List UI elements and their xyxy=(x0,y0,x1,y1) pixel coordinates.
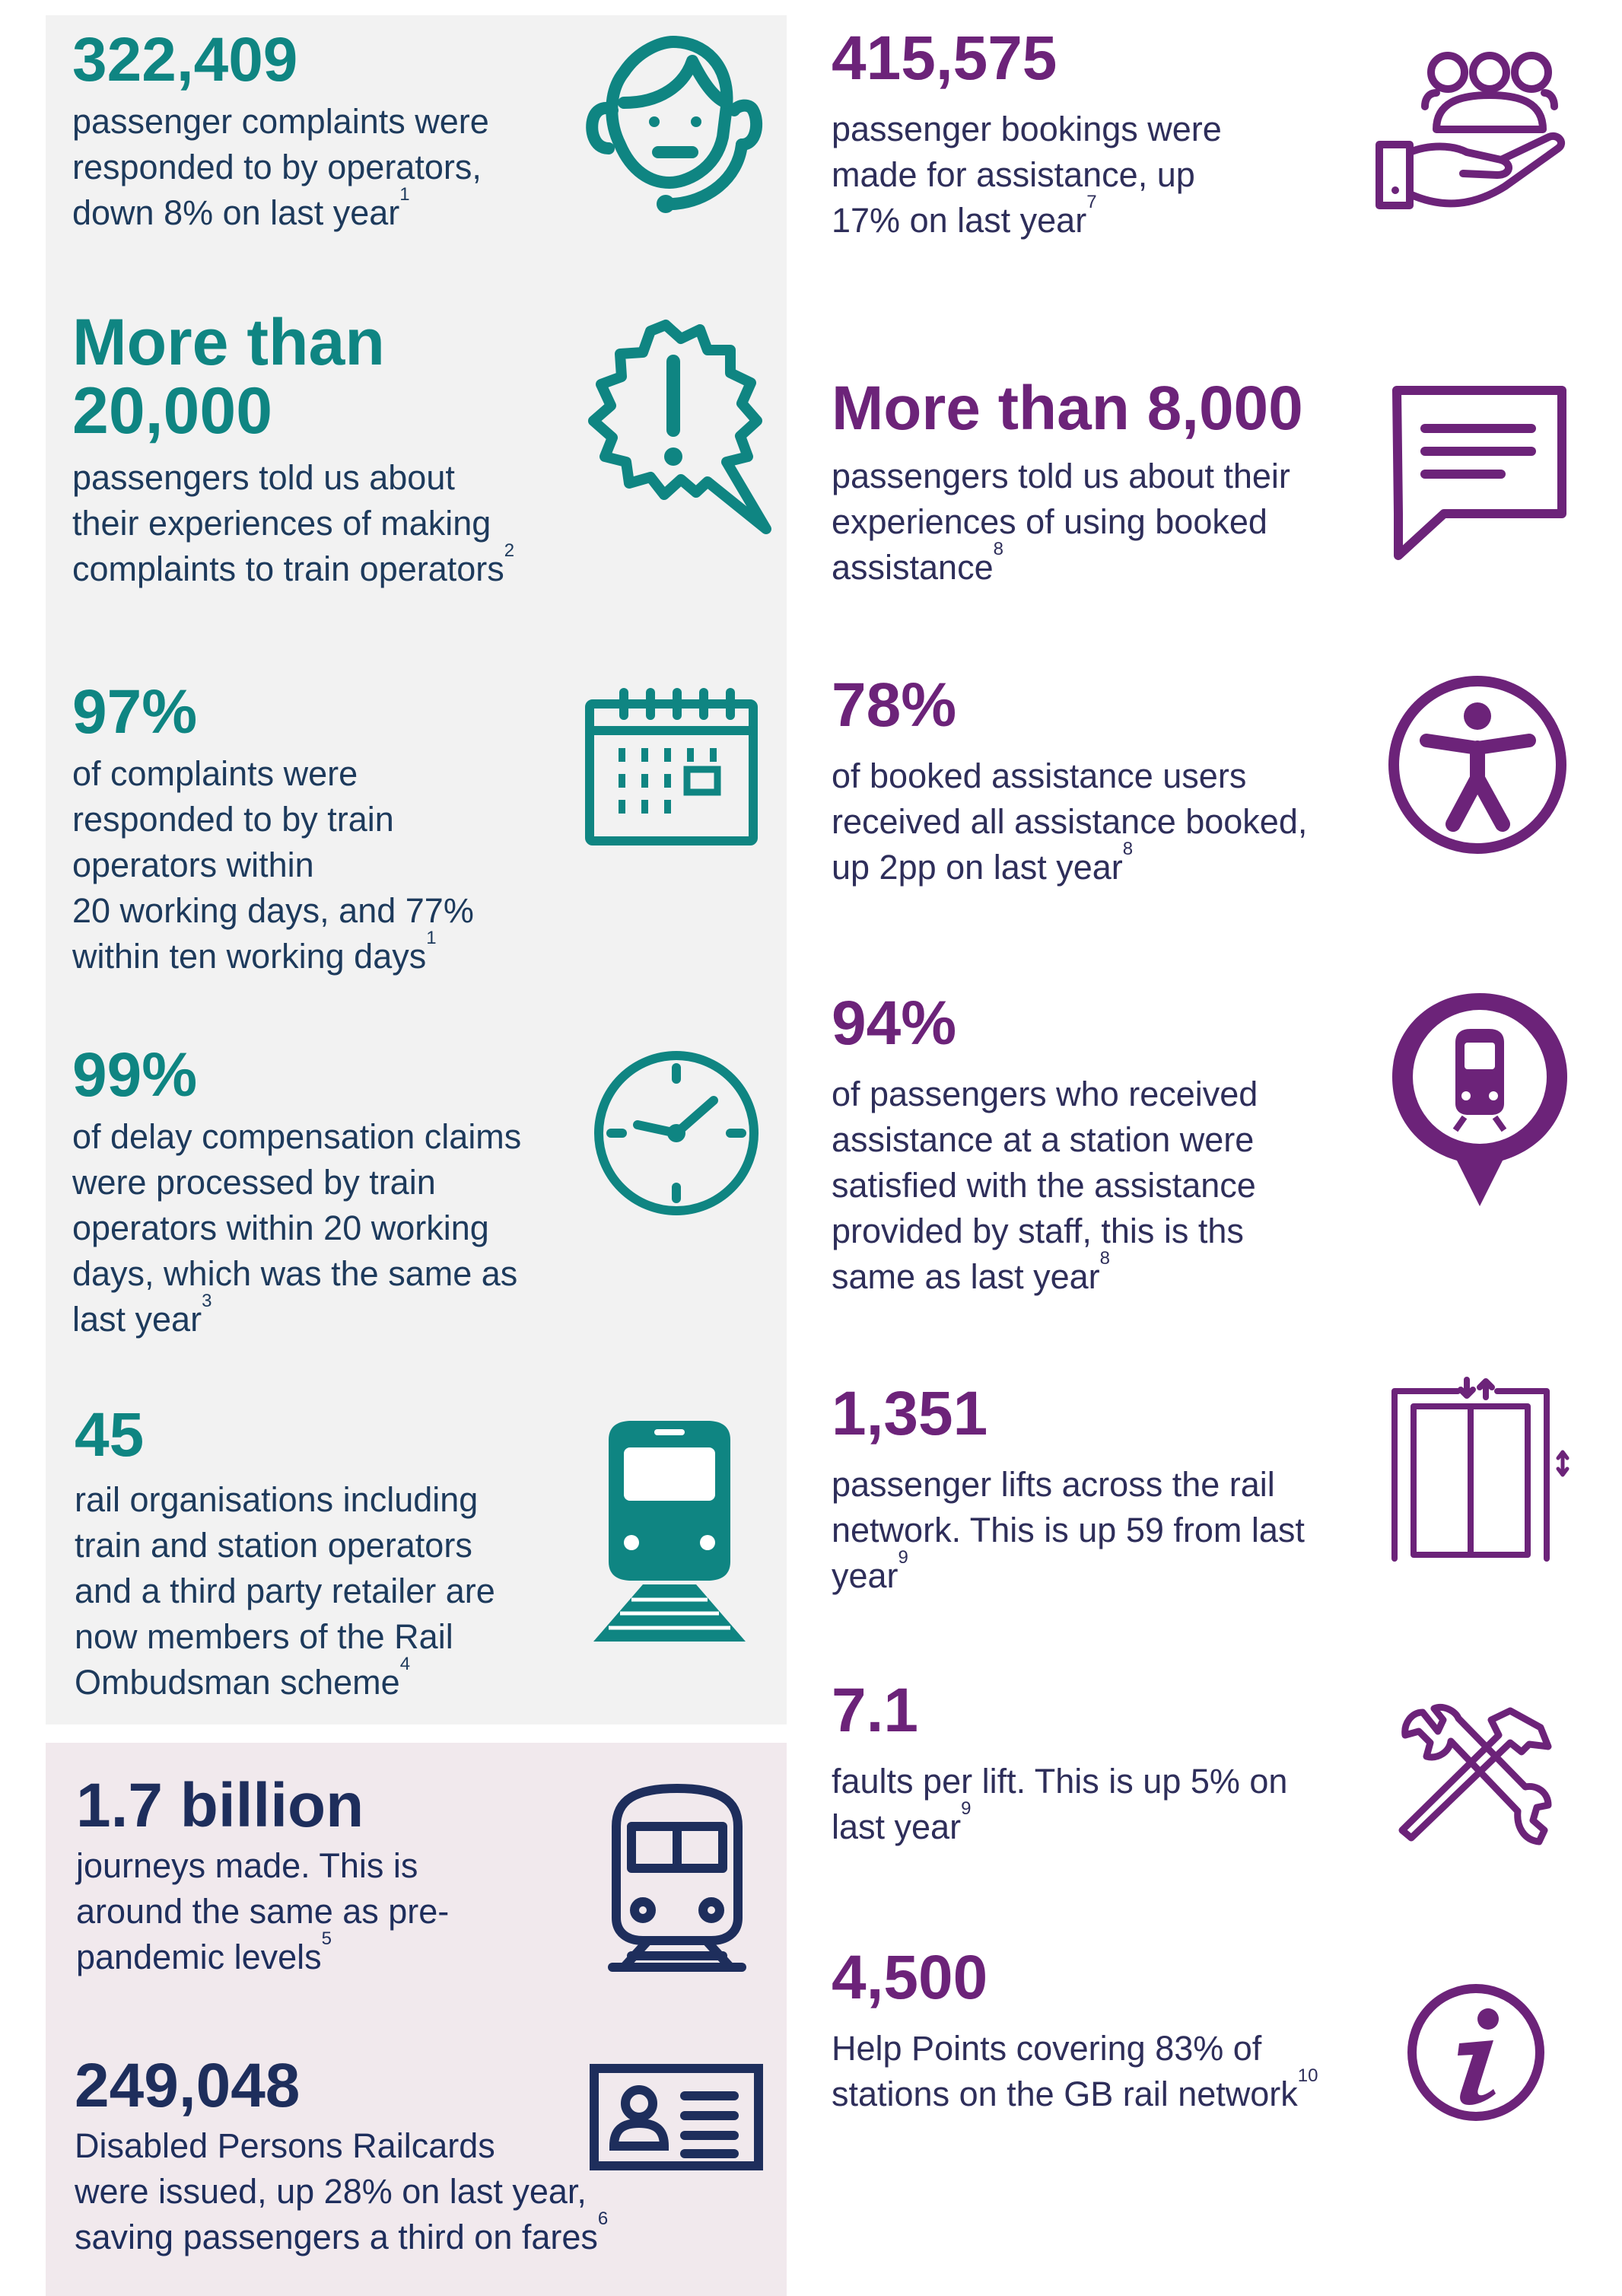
stat-station-satisfaction: 94% of passengers who received assistanc… xyxy=(832,989,1379,1300)
footnote-marker: 1 xyxy=(426,928,437,949)
stat-booked-assistance-experience: More than 8,000 passengers told us about… xyxy=(832,374,1379,591)
stat-help-points: 4,500 Help Points covering 83% of statio… xyxy=(832,1943,1410,2117)
stat-number: 97% xyxy=(72,677,198,747)
stat-assistance-bookings: 415,575 passenger bookings were made for… xyxy=(832,24,1364,244)
stat-lift-faults: 7.1 faults per lift. This is up 5% on la… xyxy=(832,1676,1379,1850)
stat-passenger-lifts: 1,351 passenger lifts across the rail ne… xyxy=(832,1379,1379,1599)
stat-number: More than 8,000 xyxy=(832,374,1303,443)
exclamation-speech-icon xyxy=(574,316,772,537)
footnote-marker: 4 xyxy=(399,1654,411,1675)
footnote-marker: 9 xyxy=(898,1547,908,1568)
info-icon xyxy=(1406,1982,1547,2123)
footnote-marker: 2 xyxy=(504,540,515,561)
stat-complaints-20-days: 97% of complaints were responded to by t… xyxy=(72,677,590,979)
stat-description: of complaints were responded to by train… xyxy=(72,754,474,976)
stat-complaints-experience: More than 20,000 passengers told us abou… xyxy=(72,308,590,592)
stat-number: More than 20,000 xyxy=(72,306,385,448)
stat-number: 7.1 xyxy=(832,1676,918,1745)
stat-description: passenger complaints were responded to b… xyxy=(72,102,489,233)
train-front-icon xyxy=(605,1781,749,1975)
clock-icon xyxy=(592,1049,761,1218)
stat-railcards: 249,048 Disabled Persons Railcards were … xyxy=(75,2051,759,2260)
hand-with-people-icon xyxy=(1376,46,1567,212)
bottom-panel-background xyxy=(46,1743,787,2296)
calendar-icon xyxy=(582,688,761,849)
stat-number: 99% xyxy=(72,1040,198,1110)
stat-number: 1,351 xyxy=(832,1379,988,1448)
station-pin-icon xyxy=(1388,989,1571,1206)
footnote-marker: 6 xyxy=(597,2208,609,2230)
speech-bubble-icon xyxy=(1391,384,1568,563)
stat-number: 4,500 xyxy=(832,1943,988,2012)
footnote-marker: 8 xyxy=(993,539,1003,560)
stat-description: passengers told us about their experienc… xyxy=(72,457,515,588)
stat-rail-ombudsman: 45 rail organisations including train an… xyxy=(75,1400,592,1705)
footnote-marker: 9 xyxy=(961,1798,972,1820)
footnote-marker: 7 xyxy=(1086,192,1097,213)
stat-number: 1.7 billion xyxy=(76,1771,364,1840)
lift-icon xyxy=(1391,1376,1573,1562)
stat-description: Help Points covering 83% of stations on … xyxy=(832,2029,1318,2114)
stat-description: of booked assistance users received all … xyxy=(832,756,1308,887)
stat-description: Disabled Persons Railcards were issued, … xyxy=(75,2126,609,2257)
accessibility-icon xyxy=(1385,672,1571,858)
footnote-marker: 1 xyxy=(399,184,410,205)
stat-number: 415,575 xyxy=(832,24,1057,93)
stat-description: passenger lifts across the rail network.… xyxy=(832,1465,1305,1596)
stat-assistance-received: 78% of booked assistance users received … xyxy=(832,670,1379,890)
id-card-icon xyxy=(590,2064,763,2170)
stat-number: 94% xyxy=(832,989,957,1058)
headset-agent-icon xyxy=(578,30,763,217)
stat-description: rail organisations including train and s… xyxy=(75,1480,495,1702)
stat-description: of delay compensation claims were proces… xyxy=(72,1117,522,1339)
stat-description: faults per lift. This is up 5% on last y… xyxy=(832,1762,1288,1847)
stat-delay-compensation: 99% of delay compensation claims were pr… xyxy=(72,1040,590,1342)
tools-icon xyxy=(1396,1704,1552,1853)
stat-number: 78% xyxy=(832,670,957,740)
footnote-marker: 10 xyxy=(1297,2065,1318,2087)
train-on-tracks-icon xyxy=(590,1417,749,1642)
footnote-marker: 8 xyxy=(1099,1248,1110,1269)
footnote-marker: 8 xyxy=(1122,839,1134,860)
stat-description: passenger bookings were made for assista… xyxy=(832,110,1222,240)
stat-complaints-responded: 322,409 passenger complaints were respon… xyxy=(72,27,590,236)
stat-description: journeys made. This is around the same a… xyxy=(76,1846,450,1977)
stat-description: of passengers who received assistance at… xyxy=(832,1075,1258,1297)
stat-journeys: 1.7 billion journeys made. This is aroun… xyxy=(76,1771,593,1980)
stat-description: passengers told us about their experienc… xyxy=(832,457,1290,588)
stat-number: 249,048 xyxy=(75,2051,301,2120)
footnote-marker: 3 xyxy=(202,1291,212,1312)
stat-number: 322,409 xyxy=(72,25,298,94)
footnote-marker: 5 xyxy=(321,1928,332,1950)
stat-number: 45 xyxy=(75,1400,145,1470)
